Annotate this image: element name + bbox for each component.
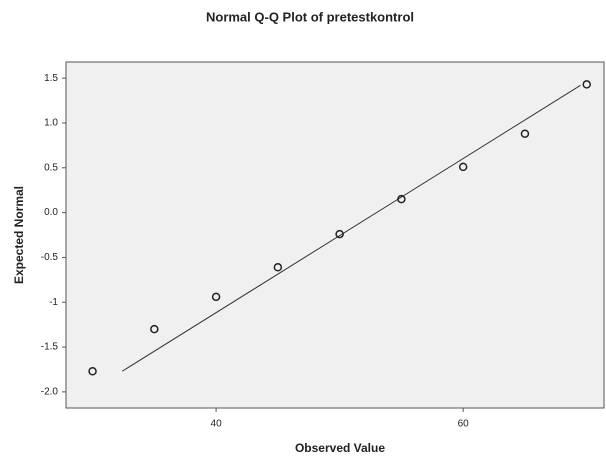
y-tick-label: 0.0 [44, 207, 58, 218]
point [88, 366, 97, 376]
y-tick-label: -0.5 [41, 252, 59, 263]
y-tick-label: 0.5 [44, 162, 58, 173]
point [150, 324, 159, 334]
point [273, 263, 283, 272]
x-tick-label: 40 [211, 419, 223, 430]
y-tick-label: 1.5 [44, 73, 58, 84]
y-tick-label: -2.0 [41, 387, 59, 398]
point [211, 292, 221, 302]
x-tick-label: 60 [458, 419, 470, 430]
point [582, 80, 591, 89]
point [335, 229, 344, 239]
reference-line [121, 84, 581, 372]
y-axis-label: Expected Normal [12, 186, 26, 284]
point [520, 129, 530, 138]
y-tick-label: -1 [49, 297, 58, 308]
point [397, 194, 406, 204]
point [458, 162, 468, 172]
y-tick-label: -1.5 [41, 342, 59, 353]
x-axis-label: Observed Value [295, 441, 385, 455]
y-tick-label: 1.0 [44, 118, 58, 129]
chart-title: Normal Q-Q Plot of pretestkontrol [206, 9, 414, 24]
